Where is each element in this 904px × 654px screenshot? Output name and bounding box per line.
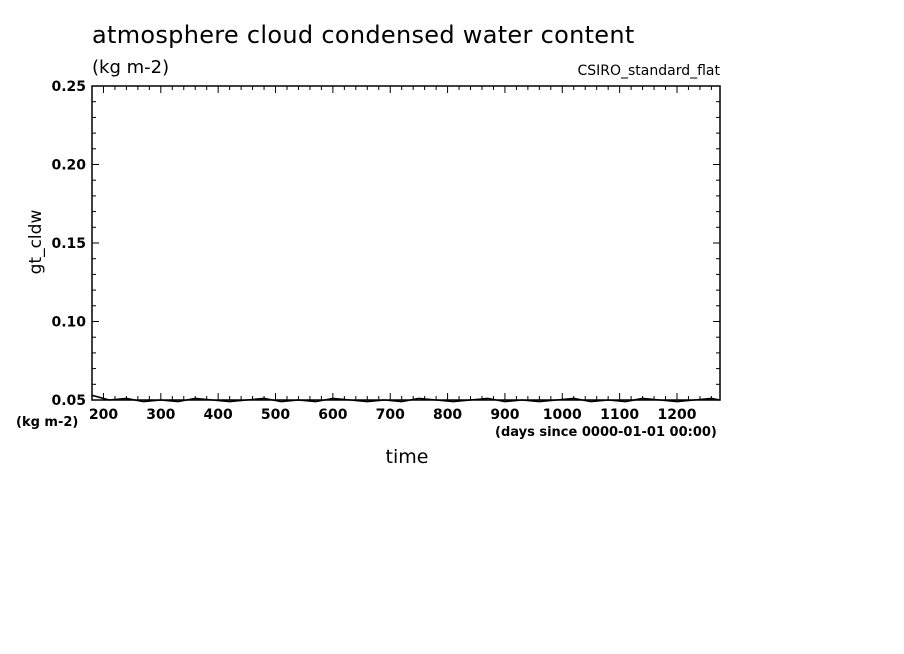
y-tick-label: 0.15 [51,236,86,252]
plot-frame [91,85,721,401]
x-tick-label: 800 [433,407,462,423]
x-tick-label: 1200 [658,407,697,423]
x-tick-label: 200 [89,407,118,423]
x-axis-label: time [385,446,429,468]
series-line [91,394,721,403]
y-tick-label: 0.25 [51,79,86,95]
x-tick-label: 1000 [543,407,582,423]
y-tick-label: 0.10 [51,315,86,331]
x-axis-units: (days since 0000-01-01 00:00) [495,425,717,440]
x-tick-label: 700 [376,407,405,423]
y-tick-label: 0.05 [51,393,86,409]
chart-title: atmosphere cloud condensed water content [92,21,635,49]
units-label-left: (kg m-2) [16,415,79,430]
x-tick-label: 900 [490,407,519,423]
x-tick-label: 600 [318,407,347,423]
units-label-top: (kg m-2) [92,57,170,78]
x-tick-label: 300 [146,407,175,423]
x-tick-label: 400 [204,407,233,423]
x-tick-label: 500 [261,407,290,423]
x-tick-label: 1100 [600,407,639,423]
model-label: CSIRO_standard_flat [577,63,720,79]
y-tick-label: 0.20 [51,158,86,174]
